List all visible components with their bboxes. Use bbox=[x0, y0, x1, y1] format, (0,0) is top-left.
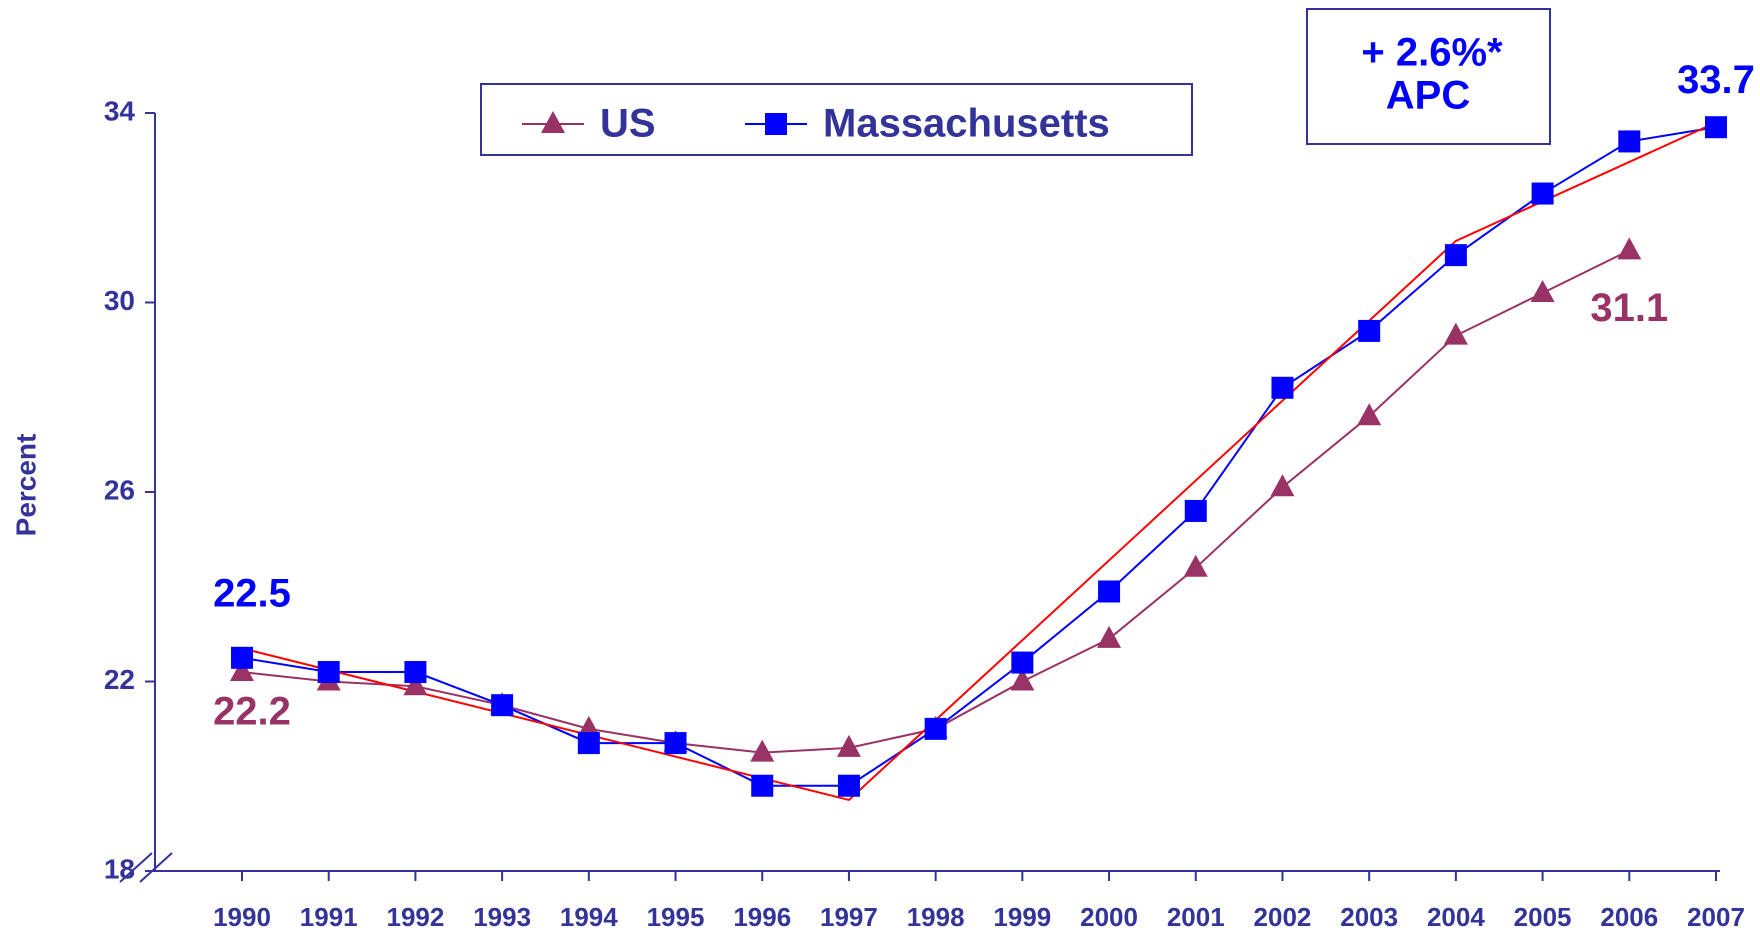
data-label: 22.5 bbox=[213, 571, 291, 615]
marker bbox=[664, 732, 687, 755]
annotation: APC bbox=[1386, 74, 1470, 118]
annotation: + 2.6%* bbox=[1361, 31, 1503, 75]
marker bbox=[1443, 322, 1468, 345]
marker bbox=[1444, 244, 1467, 267]
x-tick-label: 1991 bbox=[300, 902, 358, 932]
marker bbox=[1097, 625, 1122, 648]
legend-label: Massachusetts bbox=[823, 102, 1110, 146]
legend-marker bbox=[541, 111, 565, 133]
marker bbox=[404, 661, 427, 684]
marker bbox=[1183, 554, 1208, 577]
marker bbox=[750, 739, 775, 762]
marker bbox=[231, 646, 253, 669]
legend-marker bbox=[765, 113, 787, 135]
y-tick-label: 30 bbox=[104, 285, 135, 316]
marker bbox=[1358, 319, 1381, 342]
marker bbox=[403, 673, 428, 696]
marker bbox=[1618, 130, 1641, 153]
x-tick-label: 2002 bbox=[1254, 902, 1312, 932]
data-label: 22.2 bbox=[213, 690, 291, 734]
legend-box bbox=[480, 83, 1193, 156]
y-axis-label: Percent bbox=[10, 434, 41, 537]
marker bbox=[1705, 116, 1727, 139]
series-line bbox=[241, 249, 1630, 754]
x-tick-label: 1992 bbox=[386, 902, 444, 932]
marker bbox=[837, 774, 860, 797]
x-tick-label: 1990 bbox=[213, 902, 271, 932]
marker bbox=[1530, 280, 1555, 303]
marker bbox=[317, 661, 340, 684]
x-tick-label: 1999 bbox=[993, 902, 1051, 932]
x-tick-label: 1998 bbox=[907, 902, 965, 932]
marker bbox=[1011, 651, 1034, 674]
legend-label: US bbox=[600, 102, 656, 146]
x-tick-label: 2007 bbox=[1687, 902, 1745, 932]
marker bbox=[836, 734, 861, 757]
marker bbox=[1098, 580, 1121, 603]
marker bbox=[1184, 499, 1207, 522]
x-tick-label: 1994 bbox=[560, 902, 618, 932]
data-label: 33.7 bbox=[1677, 58, 1755, 102]
trend-line bbox=[241, 121, 1717, 802]
marker bbox=[491, 694, 514, 717]
marker bbox=[751, 774, 774, 797]
annotation-box bbox=[1306, 8, 1551, 145]
x-tick-label: 2001 bbox=[1167, 902, 1225, 932]
marker bbox=[1271, 376, 1294, 399]
marker bbox=[1617, 237, 1642, 260]
y-tick-label: 26 bbox=[104, 474, 135, 505]
x-tick-label: 1995 bbox=[647, 902, 705, 932]
y-tick-label: 22 bbox=[104, 664, 135, 695]
marker bbox=[1270, 474, 1295, 497]
marker bbox=[1531, 182, 1554, 205]
x-tick-label: 1993 bbox=[473, 902, 531, 932]
x-tick-label: 2003 bbox=[1340, 902, 1398, 932]
series-line bbox=[241, 126, 1717, 787]
data-label: 31.1 bbox=[1590, 286, 1668, 330]
marker bbox=[1357, 403, 1382, 426]
x-tick-label: 1997 bbox=[820, 902, 878, 932]
y-tick-label: 34 bbox=[104, 95, 136, 126]
x-tick-label: 2004 bbox=[1427, 902, 1485, 932]
x-tick-label: 1996 bbox=[733, 902, 791, 932]
x-tick-label: 2005 bbox=[1514, 902, 1572, 932]
marker bbox=[577, 732, 600, 755]
marker bbox=[1010, 668, 1035, 691]
marker bbox=[924, 717, 947, 740]
x-tick-label: 2006 bbox=[1600, 902, 1658, 932]
y-tick-label: 18 bbox=[104, 853, 135, 884]
marker bbox=[230, 659, 254, 682]
x-tick-label: 2000 bbox=[1080, 902, 1138, 932]
